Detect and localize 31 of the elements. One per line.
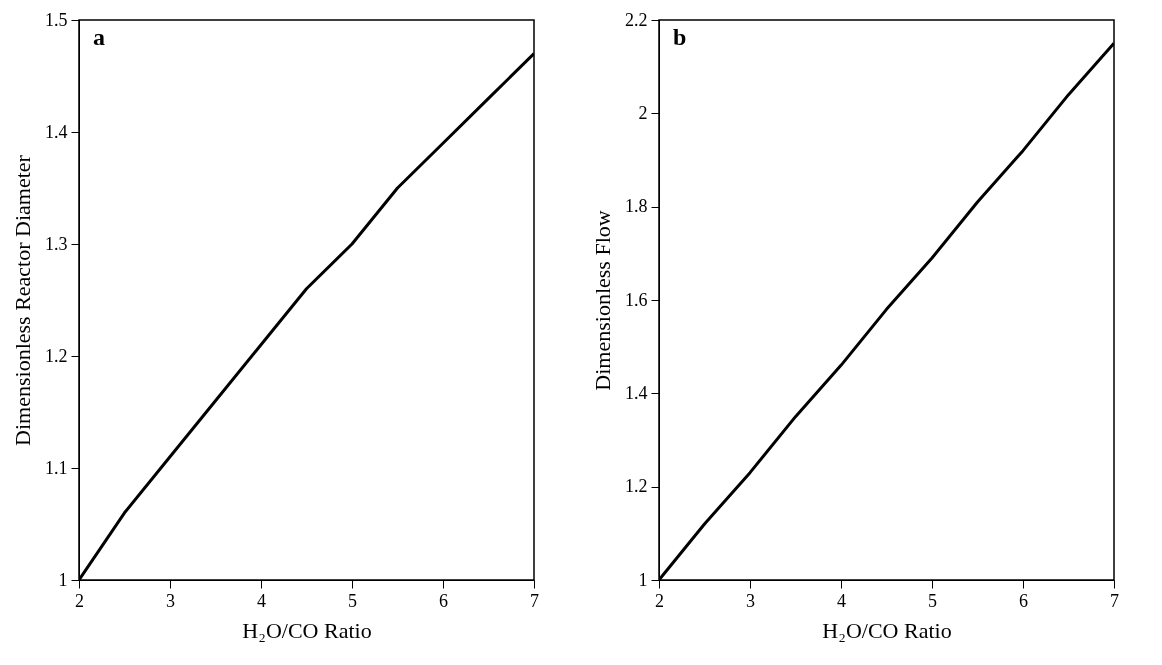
- y-tick-label: 1.8: [625, 196, 648, 217]
- x-tick-label: 5: [928, 590, 937, 611]
- y-tick-label: 1.4: [625, 382, 648, 403]
- x-tick-label: 7: [1110, 590, 1119, 611]
- x-tick-label: 6: [439, 590, 448, 611]
- x-tick-label: 6: [1019, 590, 1028, 611]
- x-tick-label: 2: [75, 590, 84, 611]
- y-tick-label: 1.2: [625, 476, 648, 497]
- x-tick-label: 2: [655, 590, 664, 611]
- y-tick-label: 1.6: [625, 289, 648, 310]
- y-axis-title: Dimensionless Reactor Diameter: [10, 154, 35, 446]
- x-tick-label: 3: [746, 590, 755, 611]
- annotation: b: [673, 24, 687, 50]
- x-tick-label: 4: [837, 590, 846, 611]
- y-tick-label: 1: [638, 569, 648, 590]
- y-tick-label: 1.3: [45, 233, 68, 254]
- y-tick-label: 1.4: [45, 121, 68, 142]
- y-tick-label: 1.5: [45, 9, 68, 30]
- x-tick-label: 7: [530, 590, 539, 611]
- x-tick-label: 5: [348, 590, 357, 611]
- x-tick-label: 4: [257, 590, 266, 611]
- y-tick-label: 1.2: [45, 345, 68, 366]
- y-axis-title: Dimensionless Flow: [590, 210, 615, 391]
- x-axis-title: H₂O/CO Ratio: [242, 617, 372, 643]
- y-tick-label: 2.2: [625, 9, 648, 30]
- y-tick-label: 1: [58, 569, 68, 590]
- y-tick-label: 2: [638, 102, 648, 123]
- x-tick-label: 3: [166, 590, 175, 611]
- x-axis-title: H₂O/CO Ratio: [822, 617, 952, 643]
- annotation: a: [93, 24, 105, 50]
- y-tick-label: 1.1: [45, 457, 68, 478]
